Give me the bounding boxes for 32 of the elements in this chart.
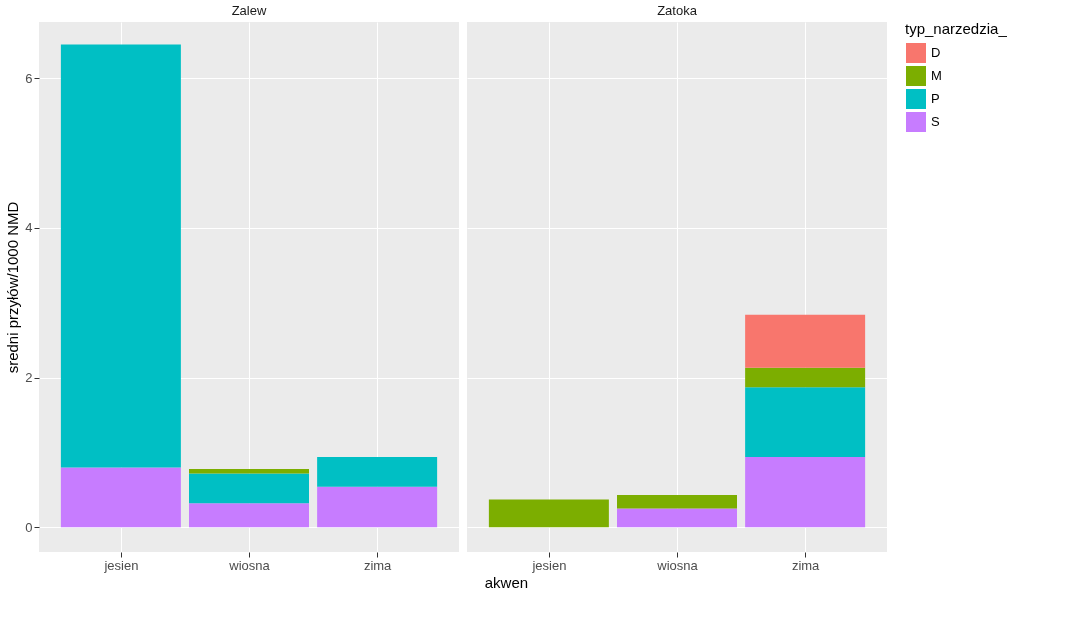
bar [317,456,438,487]
bar [189,503,309,528]
x-tick-label: wiosna [656,557,699,573]
y-tick-label: 6 [25,70,33,86]
y-axis-title: sredni przyłów/1000 NMD [4,201,22,374]
legend-label: S [931,114,940,129]
chart-title: Zalew [231,3,267,18]
x-tick-label: jesien [531,557,567,573]
bar [745,387,866,457]
bar [488,499,609,528]
bar [189,473,309,504]
chart-title: Zatoka [657,3,698,18]
legend-label: M [931,68,942,83]
bar [617,495,737,509]
bar [745,456,866,528]
x-tick-label: wiosna [228,557,271,573]
legend-label: D [931,45,941,60]
y-tick-label: 2 [25,370,33,386]
x-tick-label: zima [791,557,821,573]
bar [60,44,181,468]
legend-title: typ_narzedzia_ [905,20,1008,37]
legend-label: P [931,91,940,106]
bar [745,314,866,368]
bar [617,508,737,528]
x-tick-label: jesien [103,557,139,573]
bar [60,467,181,528]
bar [317,486,438,528]
x-axis-title: akwen [484,574,529,591]
x-tick-label: zima [363,557,393,573]
y-tick-label: 0 [25,519,33,535]
y-tick-label: 4 [25,220,33,236]
bar [745,367,866,388]
